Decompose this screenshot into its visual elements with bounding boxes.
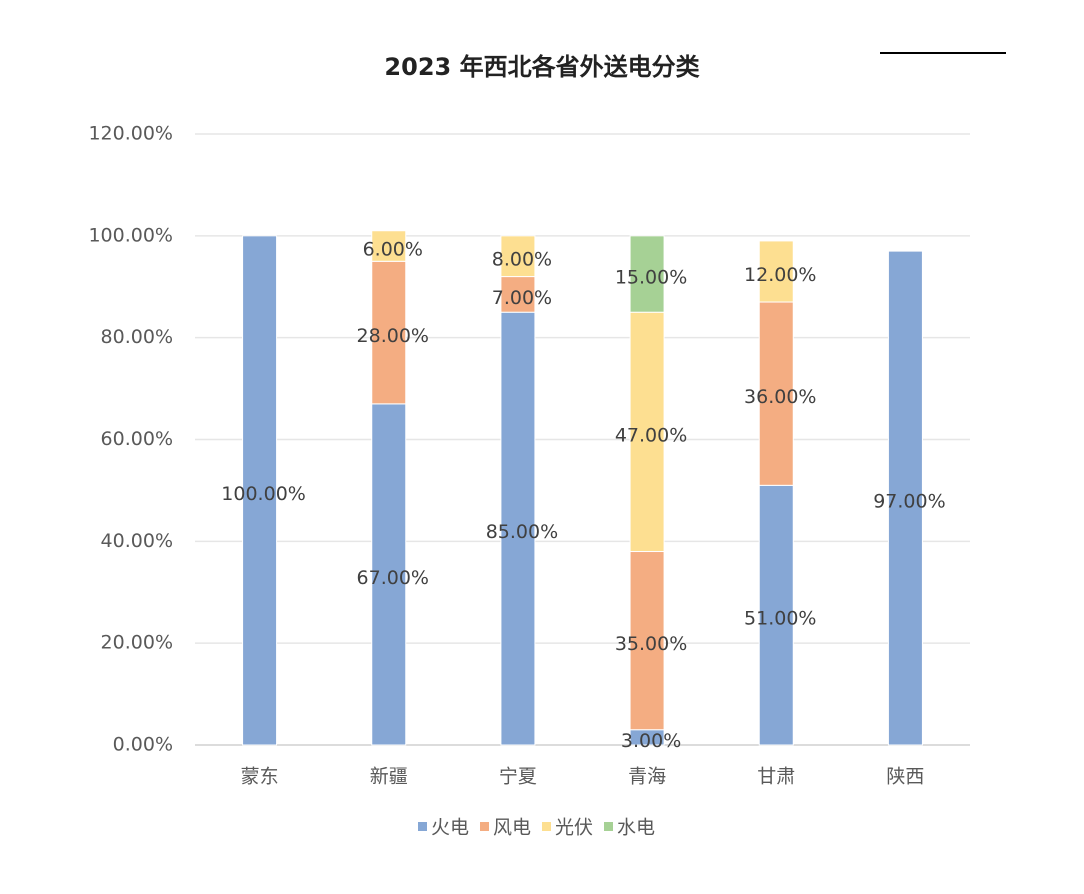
value-label: 28.00% bbox=[357, 325, 429, 347]
legend-swatch bbox=[418, 822, 427, 831]
legend-label: 水电 bbox=[617, 817, 655, 839]
bar-segment bbox=[758, 301, 794, 486]
bar-segment bbox=[629, 235, 665, 313]
x-tick-label: 宁夏 bbox=[499, 766, 537, 788]
value-label: 67.00% bbox=[357, 567, 429, 589]
y-tick-label: 20.00% bbox=[101, 632, 173, 654]
x-tick-label: 新疆 bbox=[370, 766, 408, 788]
bar-segment bbox=[500, 311, 536, 746]
x-tick-label: 甘肃 bbox=[757, 766, 795, 788]
legend-swatch bbox=[542, 822, 551, 831]
value-label: 47.00% bbox=[615, 424, 687, 446]
x-tick-label: 青海 bbox=[628, 766, 666, 788]
y-tick-label: 120.00% bbox=[88, 123, 173, 145]
bar-segment bbox=[371, 230, 407, 262]
legend-swatch bbox=[480, 822, 489, 831]
value-label: 7.00% bbox=[492, 287, 552, 309]
value-label: 3.00% bbox=[621, 730, 681, 752]
value-label: 35.00% bbox=[615, 633, 687, 655]
bar-segment bbox=[500, 235, 536, 278]
value-label: 15.00% bbox=[615, 267, 687, 289]
legend-label: 火电 bbox=[431, 817, 469, 839]
bar-segment bbox=[758, 484, 794, 746]
x-tick-label: 陕西 bbox=[886, 766, 924, 788]
value-label: 8.00% bbox=[492, 249, 552, 271]
value-label: 100.00% bbox=[221, 483, 306, 505]
value-label: 51.00% bbox=[744, 608, 816, 630]
bar-segment bbox=[242, 235, 278, 746]
chart-title: 2023 年西北各省外送电分类 bbox=[384, 53, 700, 81]
x-tick-label: 蒙东 bbox=[241, 766, 279, 788]
value-label: 97.00% bbox=[873, 491, 945, 513]
legend-swatch bbox=[604, 822, 613, 831]
bar-segment bbox=[887, 250, 923, 746]
legend-label: 风电 bbox=[493, 817, 531, 839]
value-label: 36.00% bbox=[744, 386, 816, 408]
bar-segment bbox=[629, 311, 665, 553]
legend-label: 光伏 bbox=[555, 817, 593, 839]
value-label: 6.00% bbox=[363, 239, 423, 261]
value-label: 85.00% bbox=[486, 521, 558, 543]
value-label: 12.00% bbox=[744, 264, 816, 286]
bar-segment bbox=[758, 240, 794, 303]
y-tick-label: 80.00% bbox=[101, 326, 173, 348]
bar-segment bbox=[371, 260, 407, 405]
y-tick-label: 40.00% bbox=[101, 530, 173, 552]
y-tick-label: 60.00% bbox=[101, 428, 173, 450]
y-tick-label: 0.00% bbox=[113, 734, 173, 756]
y-tick-label: 100.00% bbox=[88, 224, 173, 246]
bar-segment bbox=[371, 403, 407, 746]
